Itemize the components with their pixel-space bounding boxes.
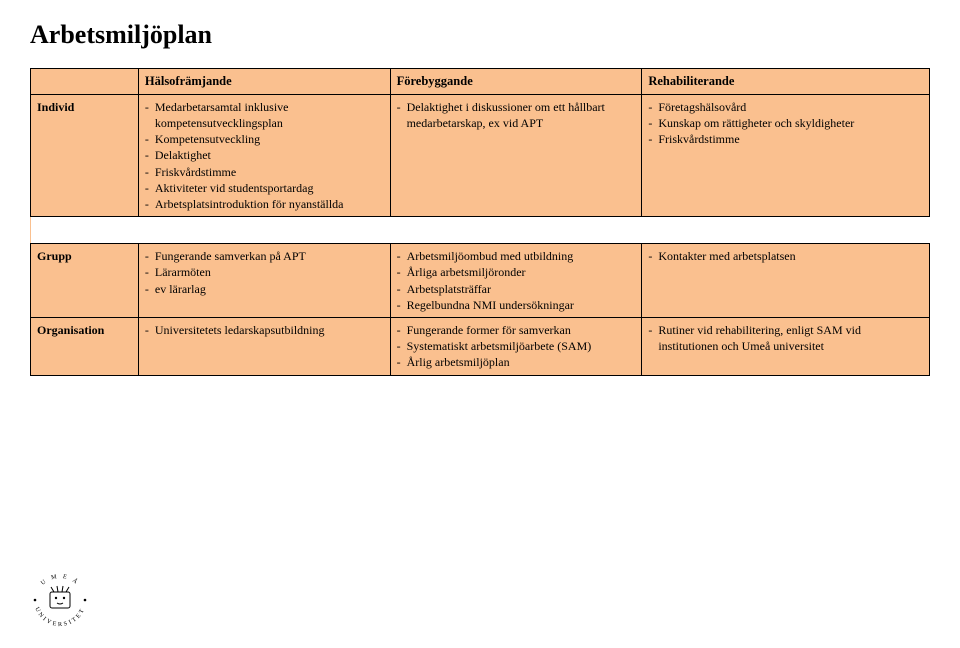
table-header-row: Hälsofrämjande Förebyggande Rehabilitera…	[31, 69, 930, 95]
page-title: Arbetsmiljöplan	[30, 20, 930, 50]
list-item: -Arbetsmiljöombud med utbildning	[397, 248, 636, 264]
cell-grupp-rehabiliterande: -Kontakter med arbetsplatsen	[642, 244, 930, 318]
svg-text:U M E Å: U M E Å	[40, 573, 81, 587]
list-item: -Delaktighet i diskussioner om ett hållb…	[397, 99, 636, 131]
header-empty	[31, 69, 139, 95]
logo-text-bottom: UNIVERSITET	[33, 606, 86, 628]
rowhead-organisation: Organisation	[31, 317, 139, 375]
umea-logo-svg: U M E Å UNIVERSITET	[28, 568, 92, 632]
list-item: -Friskvårdstimme	[145, 164, 384, 180]
list-item: -Fungerande former för samverkan	[397, 322, 636, 338]
list-item: -Årlig arbetsmiljöplan	[397, 354, 636, 370]
list-item: -Fungerande samverkan på APT	[145, 248, 384, 264]
list-item: -Årliga arbetsmiljöronder	[397, 264, 636, 280]
cell-individ-rehabiliterande: -Företagshälsovård-Kunskap om rättighete…	[642, 94, 930, 216]
rowhead-grupp: Grupp	[31, 244, 139, 318]
svg-text:UNIVERSITET: UNIVERSITET	[33, 606, 86, 628]
list-item: -Lärarmöten	[145, 264, 384, 280]
logo-text-top: U M E Å	[40, 573, 81, 587]
rowhead-individ: Individ	[31, 94, 139, 216]
list-item: -Friskvårdstimme	[648, 131, 923, 147]
umea-logo: U M E Å UNIVERSITET	[28, 568, 92, 632]
list-item: -Delaktighet	[145, 147, 384, 163]
list-item: -Systematiskt arbetsmiljöarbete (SAM)	[397, 338, 636, 354]
reindeer-icon	[50, 586, 70, 608]
list-item: -Kompetensutveckling	[145, 131, 384, 147]
header-forebyggande: Förebyggande	[390, 69, 642, 95]
list-item: -Företagshälsovård	[648, 99, 923, 115]
header-halsoframjande: Hälsofrämjande	[138, 69, 390, 95]
cell-grupp-forebyggande: -Arbetsmiljöombud med utbildning-Årliga …	[390, 244, 642, 318]
page: Arbetsmiljöplan Hälsofrämjande Förebygga…	[0, 0, 960, 648]
list-item: -Medarbetarsamtal inklusive kompetensutv…	[145, 99, 384, 131]
cell-organisation-halsoframjande: -Universitetets ledarskapsutbildning	[138, 317, 390, 375]
list-item: -Regelbundna NMI undersökningar	[397, 297, 636, 313]
row-grupp: Grupp -Fungerande samverkan på APT-Lärar…	[31, 244, 930, 318]
list-item: -Rutiner vid rehabilitering, enligt SAM …	[648, 322, 923, 354]
row-organisation: Organisation -Universitetets ledarskapsu…	[31, 317, 930, 375]
list-item: -Universitetets ledarskapsutbildning	[145, 322, 384, 338]
cell-organisation-forebyggande: -Fungerande former för samverkan-Systema…	[390, 317, 642, 375]
list-item: -Kontakter med arbetsplatsen	[648, 248, 923, 264]
cell-individ-halsoframjande: -Medarbetarsamtal inklusive kompetensutv…	[138, 94, 390, 216]
list-item: -Arbetsplatsträffar	[397, 281, 636, 297]
cell-grupp-halsoframjande: -Fungerande samverkan på APT-Lärarmöten-…	[138, 244, 390, 318]
list-item: -Aktiviteter vid studentsportardag	[145, 180, 384, 196]
row-individ: Individ -Medarbetarsamtal inklusive komp…	[31, 94, 930, 216]
spacer-row	[31, 217, 930, 244]
list-item: -ev lärarlag	[145, 281, 384, 297]
cell-individ-forebyggande: -Delaktighet i diskussioner om ett hållb…	[390, 94, 642, 216]
header-rehabiliterande: Rehabiliterande	[642, 69, 930, 95]
list-item: -Kunskap om rättigheter och skyldigheter	[648, 115, 923, 131]
cell-organisation-rehabiliterande: -Rutiner vid rehabilitering, enligt SAM …	[642, 317, 930, 375]
list-item: -Arbetsplatsintroduktion för nyanställda	[145, 196, 384, 212]
plan-table: Hälsofrämjande Förebyggande Rehabilitera…	[30, 68, 930, 376]
